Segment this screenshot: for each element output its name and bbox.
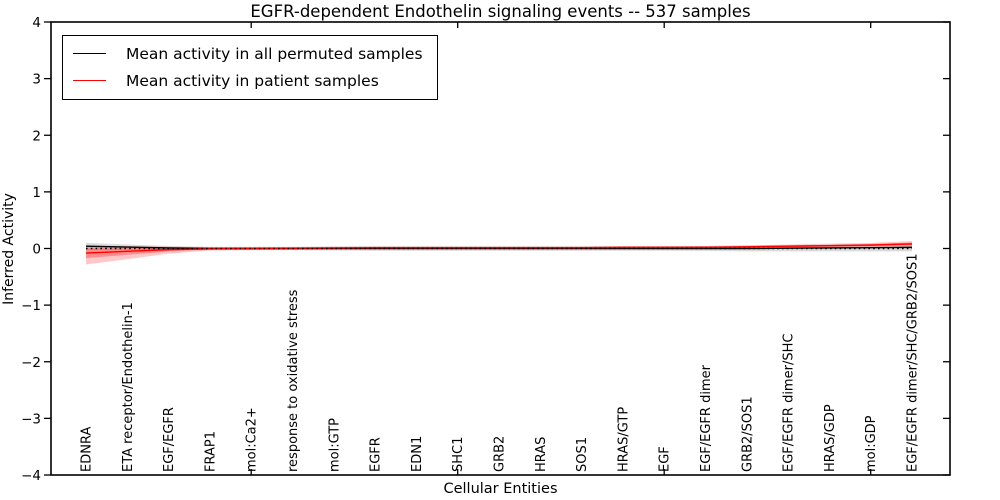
- x-category-label: HRAS: [534, 437, 549, 472]
- patient-line-swatch: [73, 80, 106, 81]
- x-category-label: EGF/EGFR dimer/SHC/GRB2/SOS1: [906, 254, 921, 473]
- legend: Mean activity in all permuted samples Me…: [62, 35, 438, 100]
- x-category-label: EGF/EGFR: [162, 407, 177, 472]
- y-tick-label: −2: [21, 355, 41, 371]
- legend-entry-permuted: Mean activity in all permuted samples: [73, 40, 423, 67]
- x-category-label: HRAS/GDP: [823, 404, 838, 472]
- x-category-label: SHC1: [451, 437, 466, 472]
- x-category-label: FRAP1: [203, 431, 218, 472]
- x-category-label: EDNRA: [80, 427, 95, 472]
- x-category-label: EGF/EGFR dimer: [699, 364, 714, 472]
- patient-mean-line: [85, 243, 913, 254]
- x-category-label: HRAS/GTP: [616, 407, 631, 472]
- x-category-label: EGFR: [369, 437, 384, 472]
- permuted-line-swatch: [73, 53, 106, 54]
- x-category-label: EGF: [658, 446, 673, 472]
- x-category-label: GRB2/SOS1: [740, 396, 755, 472]
- patient-std-band-outer: [86, 241, 912, 265]
- y-tick-label: 0: [32, 242, 41, 258]
- x-category-label: EDN1: [410, 436, 425, 472]
- y-tick-label: 4: [32, 15, 41, 31]
- y-tick-label: −1: [21, 298, 41, 314]
- legend-label-permuted: Mean activity in all permuted samples: [126, 44, 423, 63]
- y-tick-label: −4: [21, 468, 41, 484]
- legend-entry-patient: Mean activity in patient samples: [73, 67, 423, 94]
- x-category-label: SOS1: [575, 437, 590, 472]
- x-category-label: mol:GDP: [864, 415, 879, 472]
- x-category-label: GRB2: [493, 436, 508, 472]
- y-tick-label: −3: [21, 411, 41, 427]
- x-axis-label: Cellular Entities: [443, 481, 558, 497]
- x-category-label: mol:Ca2+: [245, 407, 260, 472]
- x-category-label: ETA receptor/Endothelin-1: [121, 302, 136, 472]
- y-tick-label: 3: [32, 72, 41, 88]
- x-category-label: mol:GTP: [327, 418, 342, 472]
- x-category-label: EGF/EGFR dimer/SHC: [782, 334, 797, 472]
- y-tick-label: 1: [32, 185, 41, 201]
- chart-title: EGFR-dependent Endothelin signaling even…: [250, 2, 751, 21]
- x-category-label: response to oxidative stress: [286, 289, 301, 472]
- legend-label-patient: Mean activity in patient samples: [126, 71, 379, 90]
- y-tick-label: 2: [32, 128, 41, 144]
